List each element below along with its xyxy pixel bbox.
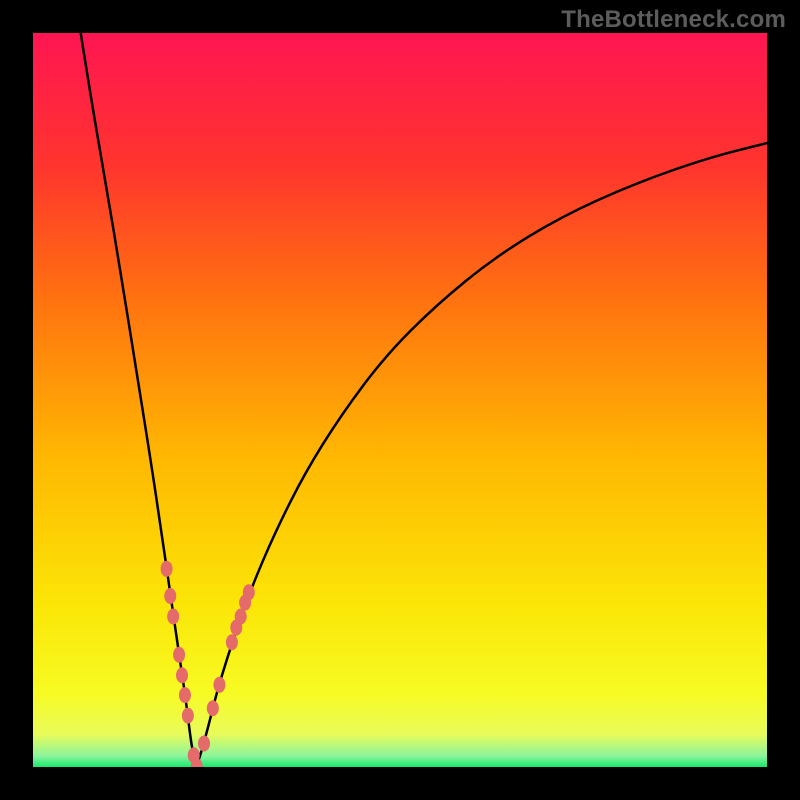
curve-marker <box>226 634 238 650</box>
watermark-text: TheBottleneck.com <box>561 6 786 34</box>
curve-marker <box>161 561 173 577</box>
curve-marker <box>198 736 210 752</box>
plot-gradient-background <box>33 33 767 767</box>
chart-svg <box>0 0 800 800</box>
curve-marker <box>235 609 247 625</box>
curve-marker <box>164 588 176 604</box>
curve-marker <box>179 687 191 703</box>
curve-marker <box>243 584 255 600</box>
curve-marker <box>176 667 188 683</box>
curve-marker <box>167 609 179 625</box>
curve-marker <box>207 700 219 716</box>
curve-marker <box>213 677 225 693</box>
curve-marker <box>173 647 185 663</box>
curve-marker <box>182 708 194 724</box>
chart-container: TheBottleneck.com <box>0 0 800 800</box>
